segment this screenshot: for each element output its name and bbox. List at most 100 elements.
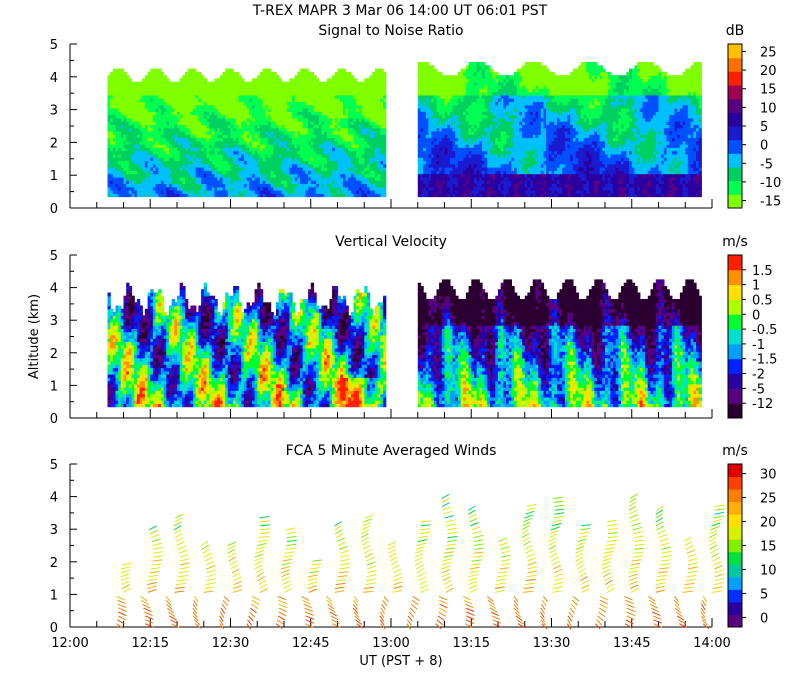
heatmap-cell — [190, 160, 194, 165]
heatmap-cell — [150, 157, 154, 162]
heatmap-cell — [214, 94, 218, 99]
heatmap-cell — [201, 88, 205, 93]
heatmap-cell — [171, 170, 175, 175]
heatmap-cell — [316, 183, 320, 188]
heatmap-cell — [123, 150, 127, 155]
heatmap-cell — [262, 121, 266, 125]
heatmap-cell — [254, 173, 258, 178]
heatmap-cell — [115, 75, 119, 80]
heatmap-cell — [241, 153, 245, 158]
heatmap-cell — [174, 170, 178, 175]
heatmap-cell — [302, 180, 306, 184]
heatmap-cell — [198, 170, 202, 175]
heatmap-cell — [209, 81, 213, 86]
heatmap-cell — [198, 153, 202, 158]
heatmap-cell — [233, 183, 237, 188]
heatmap-cell — [163, 91, 167, 96]
heatmap-cell — [294, 134, 298, 139]
heatmap-cell — [139, 176, 143, 181]
heatmap-cell — [302, 183, 306, 188]
heatmap-cell — [123, 98, 127, 102]
heatmap-cell — [254, 88, 258, 93]
heatmap-cell — [152, 186, 157, 191]
heatmap-cell — [294, 170, 298, 175]
heatmap-cell — [163, 75, 167, 80]
panel-1-heatmap — [107, 62, 702, 198]
heatmap-cell — [265, 130, 269, 135]
heatmap-cell — [300, 173, 304, 178]
heatmap-cell — [265, 71, 269, 76]
heatmap-cell — [115, 193, 119, 198]
heatmap-cell — [222, 71, 226, 76]
heatmap-cell — [273, 147, 277, 152]
heatmap-cell — [193, 170, 197, 175]
heatmap-cell — [217, 167, 221, 171]
heatmap-cell — [171, 124, 175, 129]
heatmap-cell — [267, 94, 272, 99]
heatmap-cell — [136, 101, 141, 106]
heatmap-cell — [139, 104, 143, 109]
heatmap-cell — [281, 130, 285, 135]
heatmap-cell — [166, 98, 170, 102]
heatmap-cell — [155, 117, 159, 122]
heatmap-cell — [300, 193, 304, 198]
heatmap-cell — [120, 193, 125, 198]
heatmap-cell — [310, 124, 315, 129]
heatmap-cell — [251, 190, 256, 194]
heatmap-cell — [318, 137, 323, 142]
heatmap-cell — [300, 85, 304, 89]
heatmap-cell — [243, 127, 248, 132]
heatmap-cell — [278, 144, 282, 148]
heatmap-cell — [243, 140, 248, 145]
heatmap-cell — [227, 104, 232, 109]
heatmap-cell — [289, 81, 293, 86]
heatmap-cell — [206, 117, 210, 122]
heatmap-cell — [131, 124, 135, 129]
heatmap-cell — [201, 108, 205, 112]
heatmap-cell — [284, 81, 288, 86]
heatmap-cell — [214, 114, 218, 119]
heatmap-cell — [273, 190, 277, 194]
heatmap-cell — [292, 130, 296, 135]
heatmap-cell — [144, 91, 149, 96]
heatmap-cell — [128, 183, 133, 188]
heatmap-cell — [171, 176, 175, 181]
heatmap-cell — [297, 88, 301, 93]
heatmap-cell — [134, 85, 138, 89]
heatmap-cell — [134, 114, 138, 119]
heatmap-cell — [321, 144, 325, 148]
heatmap-cell — [185, 71, 189, 76]
heatmap-cell — [115, 157, 119, 162]
heatmap-cell — [233, 98, 237, 102]
heatmap-cell — [134, 176, 138, 181]
heatmap-cell — [310, 176, 315, 181]
heatmap-cell — [177, 170, 181, 175]
heatmap-cell — [217, 117, 221, 122]
heatmap-cell — [190, 111, 194, 116]
heatmap-cell — [209, 108, 213, 112]
heatmap-cell — [185, 111, 189, 116]
heatmap-cell — [241, 104, 245, 109]
heatmap-cell — [112, 167, 117, 171]
heatmap-cell — [201, 173, 205, 178]
heatmap-cell — [270, 88, 274, 93]
heatmap-cell — [206, 140, 210, 145]
heatmap-cell — [150, 153, 154, 158]
heatmap-cell — [254, 127, 258, 132]
heatmap-cell — [115, 104, 119, 109]
heatmap-cell — [174, 98, 178, 102]
heatmap-cell — [276, 124, 280, 129]
heatmap-cell — [193, 114, 197, 119]
heatmap-cell — [238, 78, 242, 83]
heatmap-cell — [187, 71, 191, 76]
heatmap-cell — [160, 163, 165, 168]
heatmap-cell — [278, 173, 282, 178]
heatmap-cell — [297, 173, 301, 178]
heatmap-cell — [203, 130, 208, 135]
heatmap-cell — [305, 193, 309, 198]
heatmap-cell — [201, 150, 205, 155]
heatmap-cell — [227, 117, 232, 122]
heatmap-cell — [300, 140, 304, 145]
heatmap-cell — [278, 193, 282, 198]
heatmap-cell — [174, 81, 178, 86]
